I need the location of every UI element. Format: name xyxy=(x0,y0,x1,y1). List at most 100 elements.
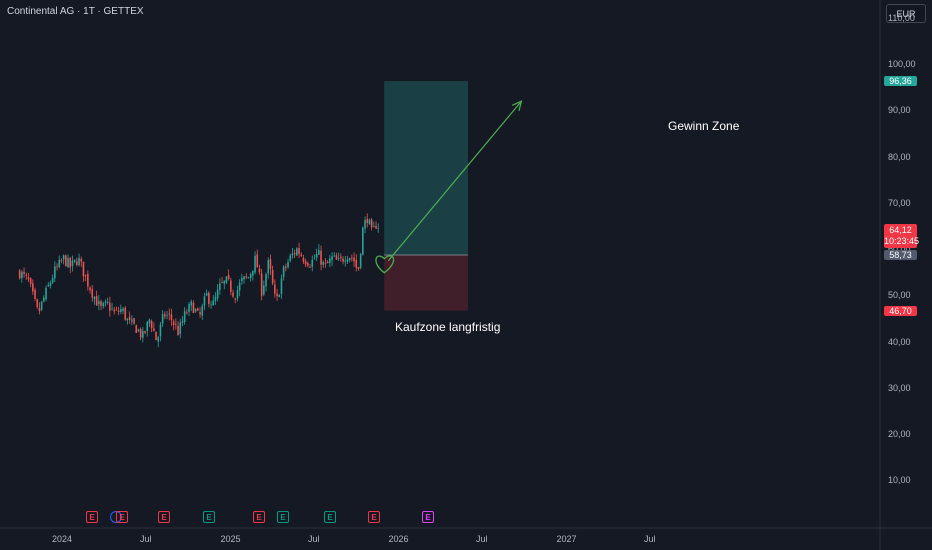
candle-body xyxy=(113,309,116,312)
candle-body xyxy=(254,255,256,273)
candle-body xyxy=(232,292,234,297)
candle-body xyxy=(329,258,331,264)
candle-body xyxy=(216,289,219,299)
earnings-event-icon[interactable]: E xyxy=(203,511,215,523)
trend-arrow-head xyxy=(512,100,523,112)
candle-body xyxy=(126,318,129,320)
candle-body xyxy=(73,259,76,262)
candle-body xyxy=(278,295,281,298)
candle-body xyxy=(168,313,171,315)
candle-body xyxy=(355,260,358,268)
candle-body xyxy=(194,309,197,312)
earnings-event-icon[interactable]: E xyxy=(324,511,336,523)
candle-body xyxy=(25,274,28,276)
candle-body xyxy=(76,261,78,266)
candle-body xyxy=(142,330,144,338)
candle-body xyxy=(300,254,303,257)
candle-body xyxy=(82,261,85,277)
candle-body xyxy=(243,276,245,280)
candle-body xyxy=(153,328,155,331)
heart-drawing xyxy=(375,255,395,274)
price-tick-label: 80,00 xyxy=(888,151,911,162)
candle-body xyxy=(282,266,285,278)
profit-zone-label[interactable]: Gewinn Zone xyxy=(668,119,740,133)
candle-body xyxy=(84,274,87,276)
candle-body xyxy=(271,270,274,284)
candle-body xyxy=(353,257,355,262)
candle-body xyxy=(289,255,292,261)
candle-body xyxy=(344,260,347,262)
earnings-event-icon[interactable]: E xyxy=(158,511,170,523)
candle-body xyxy=(221,282,223,283)
candle-body xyxy=(210,304,212,306)
candle-body xyxy=(203,296,206,306)
candle-body xyxy=(322,261,325,265)
candle-body xyxy=(260,273,263,296)
candle-body xyxy=(342,258,344,262)
candle-body xyxy=(247,277,250,279)
time-tick-label: 2027 xyxy=(556,534,577,544)
earnings-event-icon[interactable]: E xyxy=(116,511,128,523)
candle-body xyxy=(238,282,241,291)
candle-body xyxy=(49,282,52,286)
price-tick-label: 50,00 xyxy=(888,290,911,301)
candlesticks[interactable] xyxy=(18,213,380,348)
candle-body xyxy=(23,271,25,274)
candle-body xyxy=(337,258,340,260)
price-tick-label: 70,00 xyxy=(888,197,911,208)
time-tick-label: Jul xyxy=(308,534,320,544)
candle-body xyxy=(197,308,199,311)
candle-body xyxy=(269,259,272,270)
candle-body xyxy=(241,278,243,282)
candle-body xyxy=(179,322,182,335)
earnings-event-icon[interactable]: E xyxy=(368,511,380,523)
earnings-event-icon[interactable]: E xyxy=(422,511,434,523)
candle-body xyxy=(128,317,131,320)
candle-body xyxy=(91,289,94,298)
candle-body xyxy=(313,258,316,260)
candle-body xyxy=(192,302,195,313)
candle-body xyxy=(280,278,283,294)
candle-body xyxy=(285,266,287,268)
candle-body xyxy=(56,266,58,268)
symbol-title: Continental AG · 1T · GETTEX xyxy=(7,6,144,17)
candle-body xyxy=(38,307,41,312)
candle-body xyxy=(362,227,364,255)
candle-body xyxy=(287,261,289,268)
candle-body xyxy=(34,289,36,299)
earnings-event-icon[interactable]: E xyxy=(253,511,265,523)
candle-body xyxy=(161,314,164,324)
candle-body xyxy=(199,312,201,315)
candle-body xyxy=(236,290,239,299)
candle-body xyxy=(274,284,276,294)
candle-body xyxy=(373,226,375,228)
candle-body xyxy=(309,266,311,268)
earnings-event-icon[interactable]: E xyxy=(86,511,98,523)
candle-body xyxy=(43,297,45,302)
candle-body xyxy=(159,324,162,337)
candle-body xyxy=(40,301,43,310)
candle-body xyxy=(54,266,56,279)
earnings-event-icon[interactable]: E xyxy=(277,511,289,523)
currency-button[interactable]: EUR xyxy=(886,4,926,23)
candle-body xyxy=(265,274,267,287)
profit-zone xyxy=(384,81,468,256)
candle-body xyxy=(109,302,111,311)
candle-body xyxy=(304,261,307,265)
candle-body xyxy=(335,255,338,260)
candle-body xyxy=(93,296,96,300)
candle-body xyxy=(276,293,278,297)
candle-body xyxy=(95,296,98,306)
candle-body xyxy=(164,314,166,317)
price-tick-label: 60,00 xyxy=(888,244,911,254)
entry-zone-label[interactable]: Kaufzone langfristig xyxy=(395,320,501,334)
candle-body xyxy=(150,321,153,329)
candle-body xyxy=(223,280,226,284)
candle-body xyxy=(364,220,366,229)
candle-body xyxy=(131,319,133,322)
candle-body xyxy=(208,292,210,304)
candle-body xyxy=(69,257,72,268)
candle-body xyxy=(32,283,34,292)
candle-body xyxy=(298,247,300,255)
